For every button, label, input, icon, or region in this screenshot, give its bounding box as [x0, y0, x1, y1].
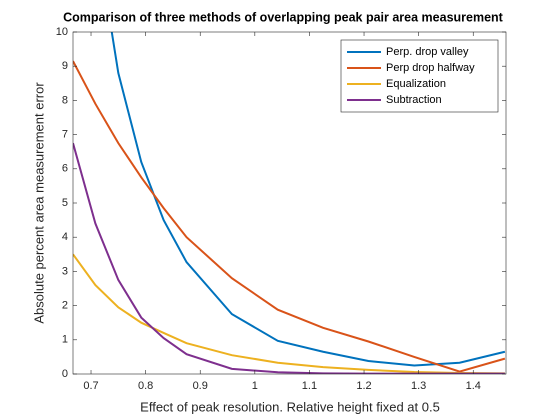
chart-title: Comparison of three methods of overlappi… [63, 10, 504, 24]
y-tick-label: 10 [56, 26, 68, 38]
x-tick-label: 1.1 [302, 380, 317, 392]
series-line [110, 32, 506, 367]
y-tick-label: 4 [62, 231, 68, 243]
y-tick-label: 8 [62, 94, 68, 106]
y-tick-label: 6 [62, 163, 68, 175]
y-tick-label: 7 [62, 129, 68, 141]
series-line [73, 253, 505, 374]
legend-label: Equalization [386, 78, 446, 90]
axes: 0 1 2 3 4 5 6 7 8 9 10 0.7 0.8 0.9 1 1.1 1.2 1.3 1.4 [56, 26, 507, 392]
y-tick-label: 5 [62, 197, 68, 209]
plot-area [73, 32, 506, 374]
x-tick-label: 1.4 [466, 380, 481, 392]
series-line [73, 142, 505, 374]
y-tick-label: 2 [62, 300, 68, 312]
x-axis-label: Effect of peak resolution. Relative heig… [140, 399, 440, 414]
series-line [73, 60, 506, 373]
x-tick-label: 0.7 [83, 380, 98, 392]
legend-label: Perp. drop valley [386, 46, 469, 58]
legend-label: Perp drop halfway [386, 62, 475, 74]
x-tick-label: 0.8 [138, 380, 153, 392]
legend: Perp. drop valley Perp drop halfway Equali… [340, 39, 499, 113]
y-tick-label: 9 [62, 60, 68, 72]
y-axis-label: Absolute percent area measurement error [31, 82, 46, 324]
y-tick-label: 3 [62, 265, 68, 277]
y-tick-label: 0 [62, 368, 68, 380]
legend-label: Subtraction [386, 94, 442, 106]
x-tick-label: 1.2 [356, 380, 371, 392]
y-tick-label: 1 [62, 334, 68, 346]
x-tick-label: 1.3 [411, 380, 426, 392]
x-tick-label: 1 [252, 380, 258, 392]
x-tick-label: 0.9 [193, 380, 208, 392]
